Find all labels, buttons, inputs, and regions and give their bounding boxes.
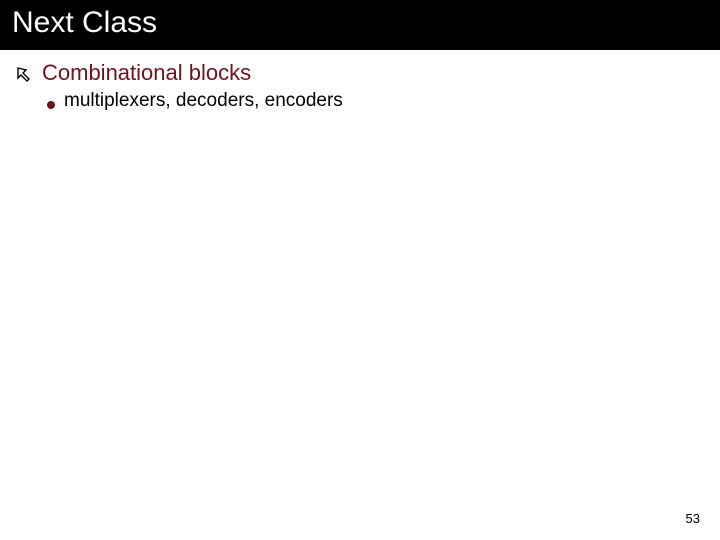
page-number: 53 bbox=[686, 511, 700, 526]
content-area: Combinational blocks multiplexers, decod… bbox=[0, 50, 720, 120]
bullet-level1: Combinational blocks bbox=[16, 60, 704, 86]
bullet-level2: multiplexers, decoders, encoders bbox=[46, 90, 704, 112]
title-bar: Next Class bbox=[0, 0, 720, 50]
dot-icon bbox=[46, 97, 56, 107]
level1-text: Combinational blocks bbox=[42, 60, 251, 86]
arrow-nw-icon bbox=[16, 66, 34, 84]
slide-title: Next Class bbox=[12, 6, 157, 39]
level2-text: multiplexers, decoders, encoders bbox=[64, 90, 343, 112]
